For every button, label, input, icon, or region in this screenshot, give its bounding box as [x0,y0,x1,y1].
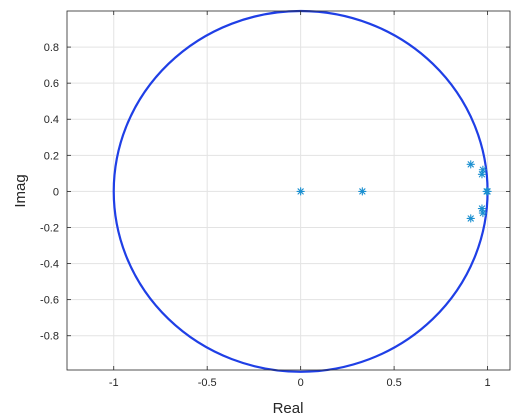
data-point [358,187,367,196]
x-axis-ticks: -1 -0.5 0 0.5 1 [109,11,491,389]
data-point [478,165,488,174]
y-tick-label: 0.2 [44,150,59,162]
y-tick-label: -0.8 [40,331,59,343]
y-tick-label: 0.6 [44,78,59,90]
y-tick-label: -0.6 [40,295,59,307]
data-point [466,214,475,223]
y-tick-label: 0 [53,186,59,198]
y-tick-label: -0.4 [40,259,59,271]
y-tick-label: 0.8 [44,42,59,54]
data-point [483,187,492,196]
x-axis-label: Real [273,400,304,417]
plot-area-background [67,11,510,370]
plot-area-frame [66,10,511,371]
y-tick-label: 0.4 [44,114,59,126]
x-tick-label: -1 [109,377,119,389]
y-axis-label: Imag [12,174,29,207]
x-tick-label: -0.5 [198,377,217,389]
y-axis-ticks: -0.8 -0.6 -0.4 -0.2 0 0.2 0.4 0.6 0.8 [40,42,510,343]
data-point [477,170,487,179]
data-point [477,204,487,213]
x-tick-label: 0.5 [386,377,401,389]
data-points [296,160,492,223]
data-point [466,160,475,169]
x-tick-label: 1 [485,377,491,389]
y-tick-label: -0.2 [40,222,59,234]
x-tick-label: 0 [298,377,304,389]
data-point [296,187,305,196]
